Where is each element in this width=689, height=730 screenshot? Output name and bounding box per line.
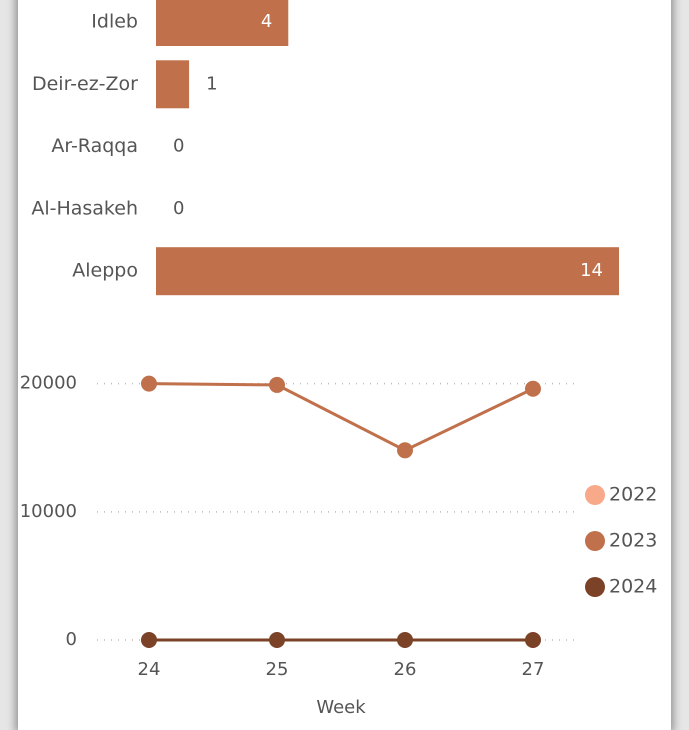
- value-label: 0: [173, 136, 184, 157]
- x-tick-label: 26: [394, 659, 417, 680]
- value-label: 0: [173, 198, 184, 219]
- y-tick-label: 20000: [20, 373, 77, 394]
- category-label: Deir-ez-Zor: [32, 73, 138, 95]
- value-label: 1: [206, 73, 217, 94]
- category-label: Ar-Raqqa: [51, 135, 138, 157]
- point: [397, 632, 413, 648]
- x-axis-label: Week: [316, 697, 366, 718]
- value-label: 4: [261, 11, 272, 32]
- legend-swatch: [585, 485, 605, 505]
- point: [269, 632, 285, 648]
- legend-label: 2024: [609, 576, 657, 598]
- series-line: [148, 382, 534, 452]
- point: [397, 442, 413, 459]
- category-label: Aleppo: [72, 260, 138, 282]
- y-tick-label: 0: [66, 629, 77, 650]
- point: [525, 632, 541, 648]
- legend-swatch: [585, 531, 605, 551]
- y-tick-label: 10000: [20, 501, 77, 522]
- point: [525, 380, 541, 397]
- x-tick-label: 25: [266, 659, 289, 680]
- x-tick-label: 27: [522, 659, 545, 680]
- bar: [156, 60, 190, 109]
- category-label: Idleb: [91, 11, 138, 33]
- card: [18, 0, 671, 730]
- category-label: Al-Hasakeh: [31, 197, 138, 219]
- legend-label: 2023: [609, 530, 657, 552]
- legend-label: 2022: [609, 484, 657, 506]
- legend-swatch: [585, 577, 605, 597]
- point: [141, 632, 157, 648]
- bar: [156, 0, 289, 46]
- point: [269, 376, 285, 393]
- x-tick-label: 24: [138, 659, 161, 680]
- value-label: 14: [580, 260, 603, 281]
- bar: [156, 247, 619, 296]
- point: [141, 375, 157, 392]
